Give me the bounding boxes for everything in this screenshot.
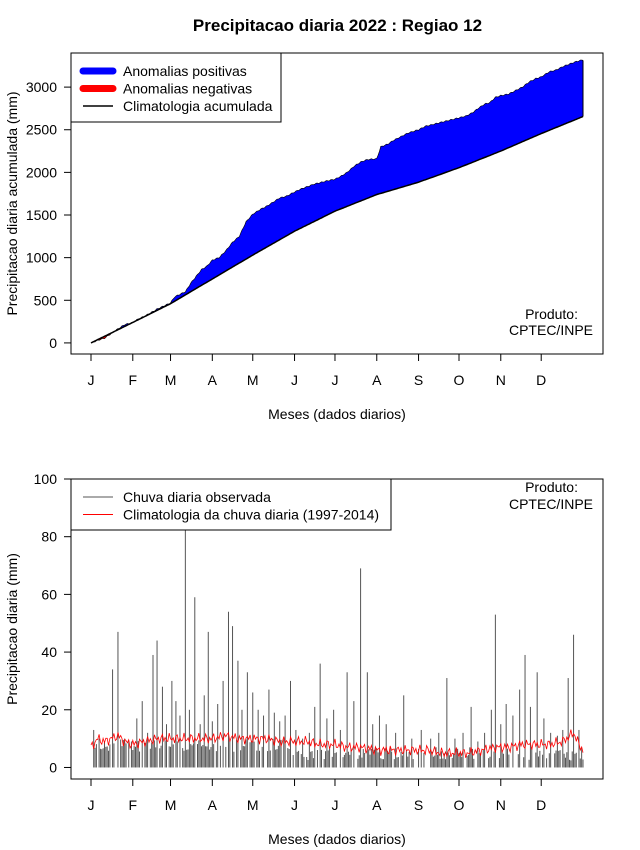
panel-2-legend: Chuva diaria observada Climatologia da ch… bbox=[70, 478, 392, 531]
x-tick-label: M bbox=[165, 372, 177, 388]
y-tick-label: 0 bbox=[49, 335, 57, 351]
panel-1-annotation: Produto:CPTEC/INPE bbox=[509, 306, 593, 338]
plot-frame bbox=[70, 52, 604, 355]
x-tick-label: J bbox=[331, 372, 338, 388]
annotation-line-1: Produto: bbox=[525, 479, 578, 495]
legend-label-1: Climatologia da chuva diaria (1997-2014) bbox=[123, 507, 379, 523]
annotation-line-2: CPTEC/INPE bbox=[509, 322, 593, 338]
x-tick-label: J bbox=[331, 797, 338, 813]
y-tick-label: 40 bbox=[41, 644, 57, 660]
x-tick-label: F bbox=[129, 797, 138, 813]
cumulative-series bbox=[90, 59, 584, 344]
x-tick-label: J bbox=[88, 797, 95, 813]
legend-box bbox=[70, 478, 392, 531]
daily-series bbox=[90, 528, 584, 768]
climatology-daily-line bbox=[90, 729, 584, 758]
positive-anomaly-area bbox=[144, 60, 583, 317]
panel-1-axes: 0 500 1000 1500 2000 2500 3000 J F M A M J J A S O N D Mese… bbox=[4, 52, 604, 422]
legend-label-0: Chuva diaria observada bbox=[123, 489, 271, 505]
x-tick-label: J bbox=[291, 372, 298, 388]
y-tick-label: 100 bbox=[34, 471, 58, 487]
x-tick-label: S bbox=[414, 372, 423, 388]
y-tick-label: 60 bbox=[41, 586, 57, 602]
x-tick-label: N bbox=[496, 797, 506, 813]
annotation-line-1: Produto: bbox=[525, 306, 578, 322]
y-tick-label: 1500 bbox=[26, 207, 57, 223]
x-tick-label: D bbox=[536, 797, 546, 813]
y-tick-label: 80 bbox=[41, 529, 57, 545]
x-tick-label: J bbox=[88, 372, 95, 388]
x-tick-label: J bbox=[291, 797, 298, 813]
x-tick-label: F bbox=[129, 372, 138, 388]
x-tick-label: D bbox=[536, 372, 546, 388]
x-tick-label: M bbox=[247, 372, 259, 388]
x-tick-label: M bbox=[165, 797, 177, 813]
x-tick-label: A bbox=[208, 797, 218, 813]
panel-2-axes: 0 20 40 60 80 100 J F M A M J J A S O N D Meses (dados dia… bbox=[4, 471, 604, 847]
y-tick-label: 2500 bbox=[26, 122, 57, 138]
x-tick-label: S bbox=[414, 797, 423, 813]
legend-label-2: Climatologia acumulada bbox=[123, 98, 273, 114]
x-tick-label: N bbox=[496, 372, 506, 388]
x-axis-label: Meses (dados diarios) bbox=[268, 831, 406, 847]
x-tick-label: O bbox=[454, 797, 465, 813]
legend-label-0: Anomalias positivas bbox=[123, 63, 247, 79]
panel-1-legend: Anomalias positivas Anomalias negativasCl… bbox=[70, 52, 282, 123]
y-tick-label: 2000 bbox=[26, 164, 57, 180]
x-axis-label: Meses (dados diarios) bbox=[268, 406, 406, 422]
x-tick-label: A bbox=[372, 797, 382, 813]
x-tick-label: M bbox=[247, 797, 259, 813]
y-tick-label: 1000 bbox=[26, 250, 57, 266]
annotation-line-2: CPTEC/INPE bbox=[509, 496, 593, 512]
y-tick-label: 0 bbox=[49, 759, 57, 775]
climatology-cumulative-line bbox=[90, 115, 584, 344]
legend-label-1: Anomalias negativas bbox=[123, 81, 252, 97]
y-tick-label: 500 bbox=[34, 292, 58, 308]
chart-title: Precipitacao diaria 2022 : Regiao 12 bbox=[192, 16, 483, 35]
observed-cumulative-line bbox=[90, 59, 584, 344]
x-tick-label: O bbox=[454, 372, 465, 388]
y-tick-label: 20 bbox=[41, 702, 57, 718]
y-axis-label: Precipitacao diaria acumulada (mm) bbox=[4, 91, 20, 315]
x-tick-label: A bbox=[208, 372, 218, 388]
y-tick-label: 3000 bbox=[26, 79, 57, 95]
y-axis-label: Precipitacao diaria (mm) bbox=[4, 553, 20, 705]
x-tick-label: A bbox=[372, 372, 382, 388]
panel-2-annotation: Produto:CPTEC/INPE bbox=[509, 479, 593, 512]
